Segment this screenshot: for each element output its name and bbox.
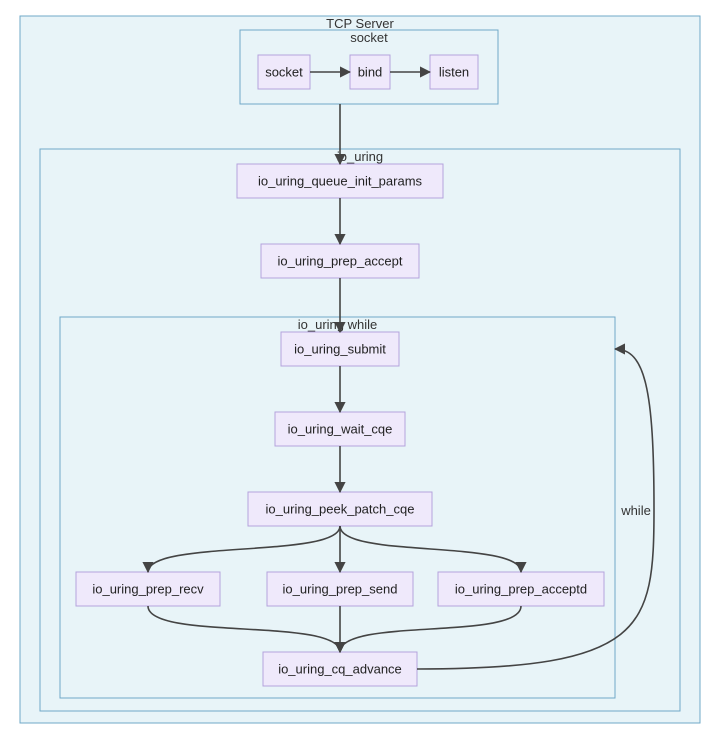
node-label-recv: io_uring_prep_recv [92,581,204,596]
node-label-acceptd: io_uring_prep_acceptd [455,581,587,596]
node-label-bind: bind [358,64,383,79]
subgraph-title-socket: socket [350,30,388,45]
subgraph-title-io_while: io_uring while [298,317,378,332]
node-label-wait: io_uring_wait_cqe [288,421,393,436]
node-label-init: io_uring_queue_init_params [258,173,423,188]
node-label-send: io_uring_prep_send [283,581,398,596]
node-label-advance: io_uring_cq_advance [278,661,402,676]
subgraph-title-io_uring: io_uring [337,149,383,164]
subgraph-title-tcp_server: TCP Server [326,16,394,31]
node-label-listen: listen [439,64,469,79]
edge-label-while: while [620,503,651,518]
node-label-accept: io_uring_prep_accept [277,253,402,268]
node-label-peek: io_uring_peek_patch_cqe [266,501,415,516]
node-label-submit: io_uring_submit [294,341,386,356]
node-label-socket: socket [265,64,303,79]
